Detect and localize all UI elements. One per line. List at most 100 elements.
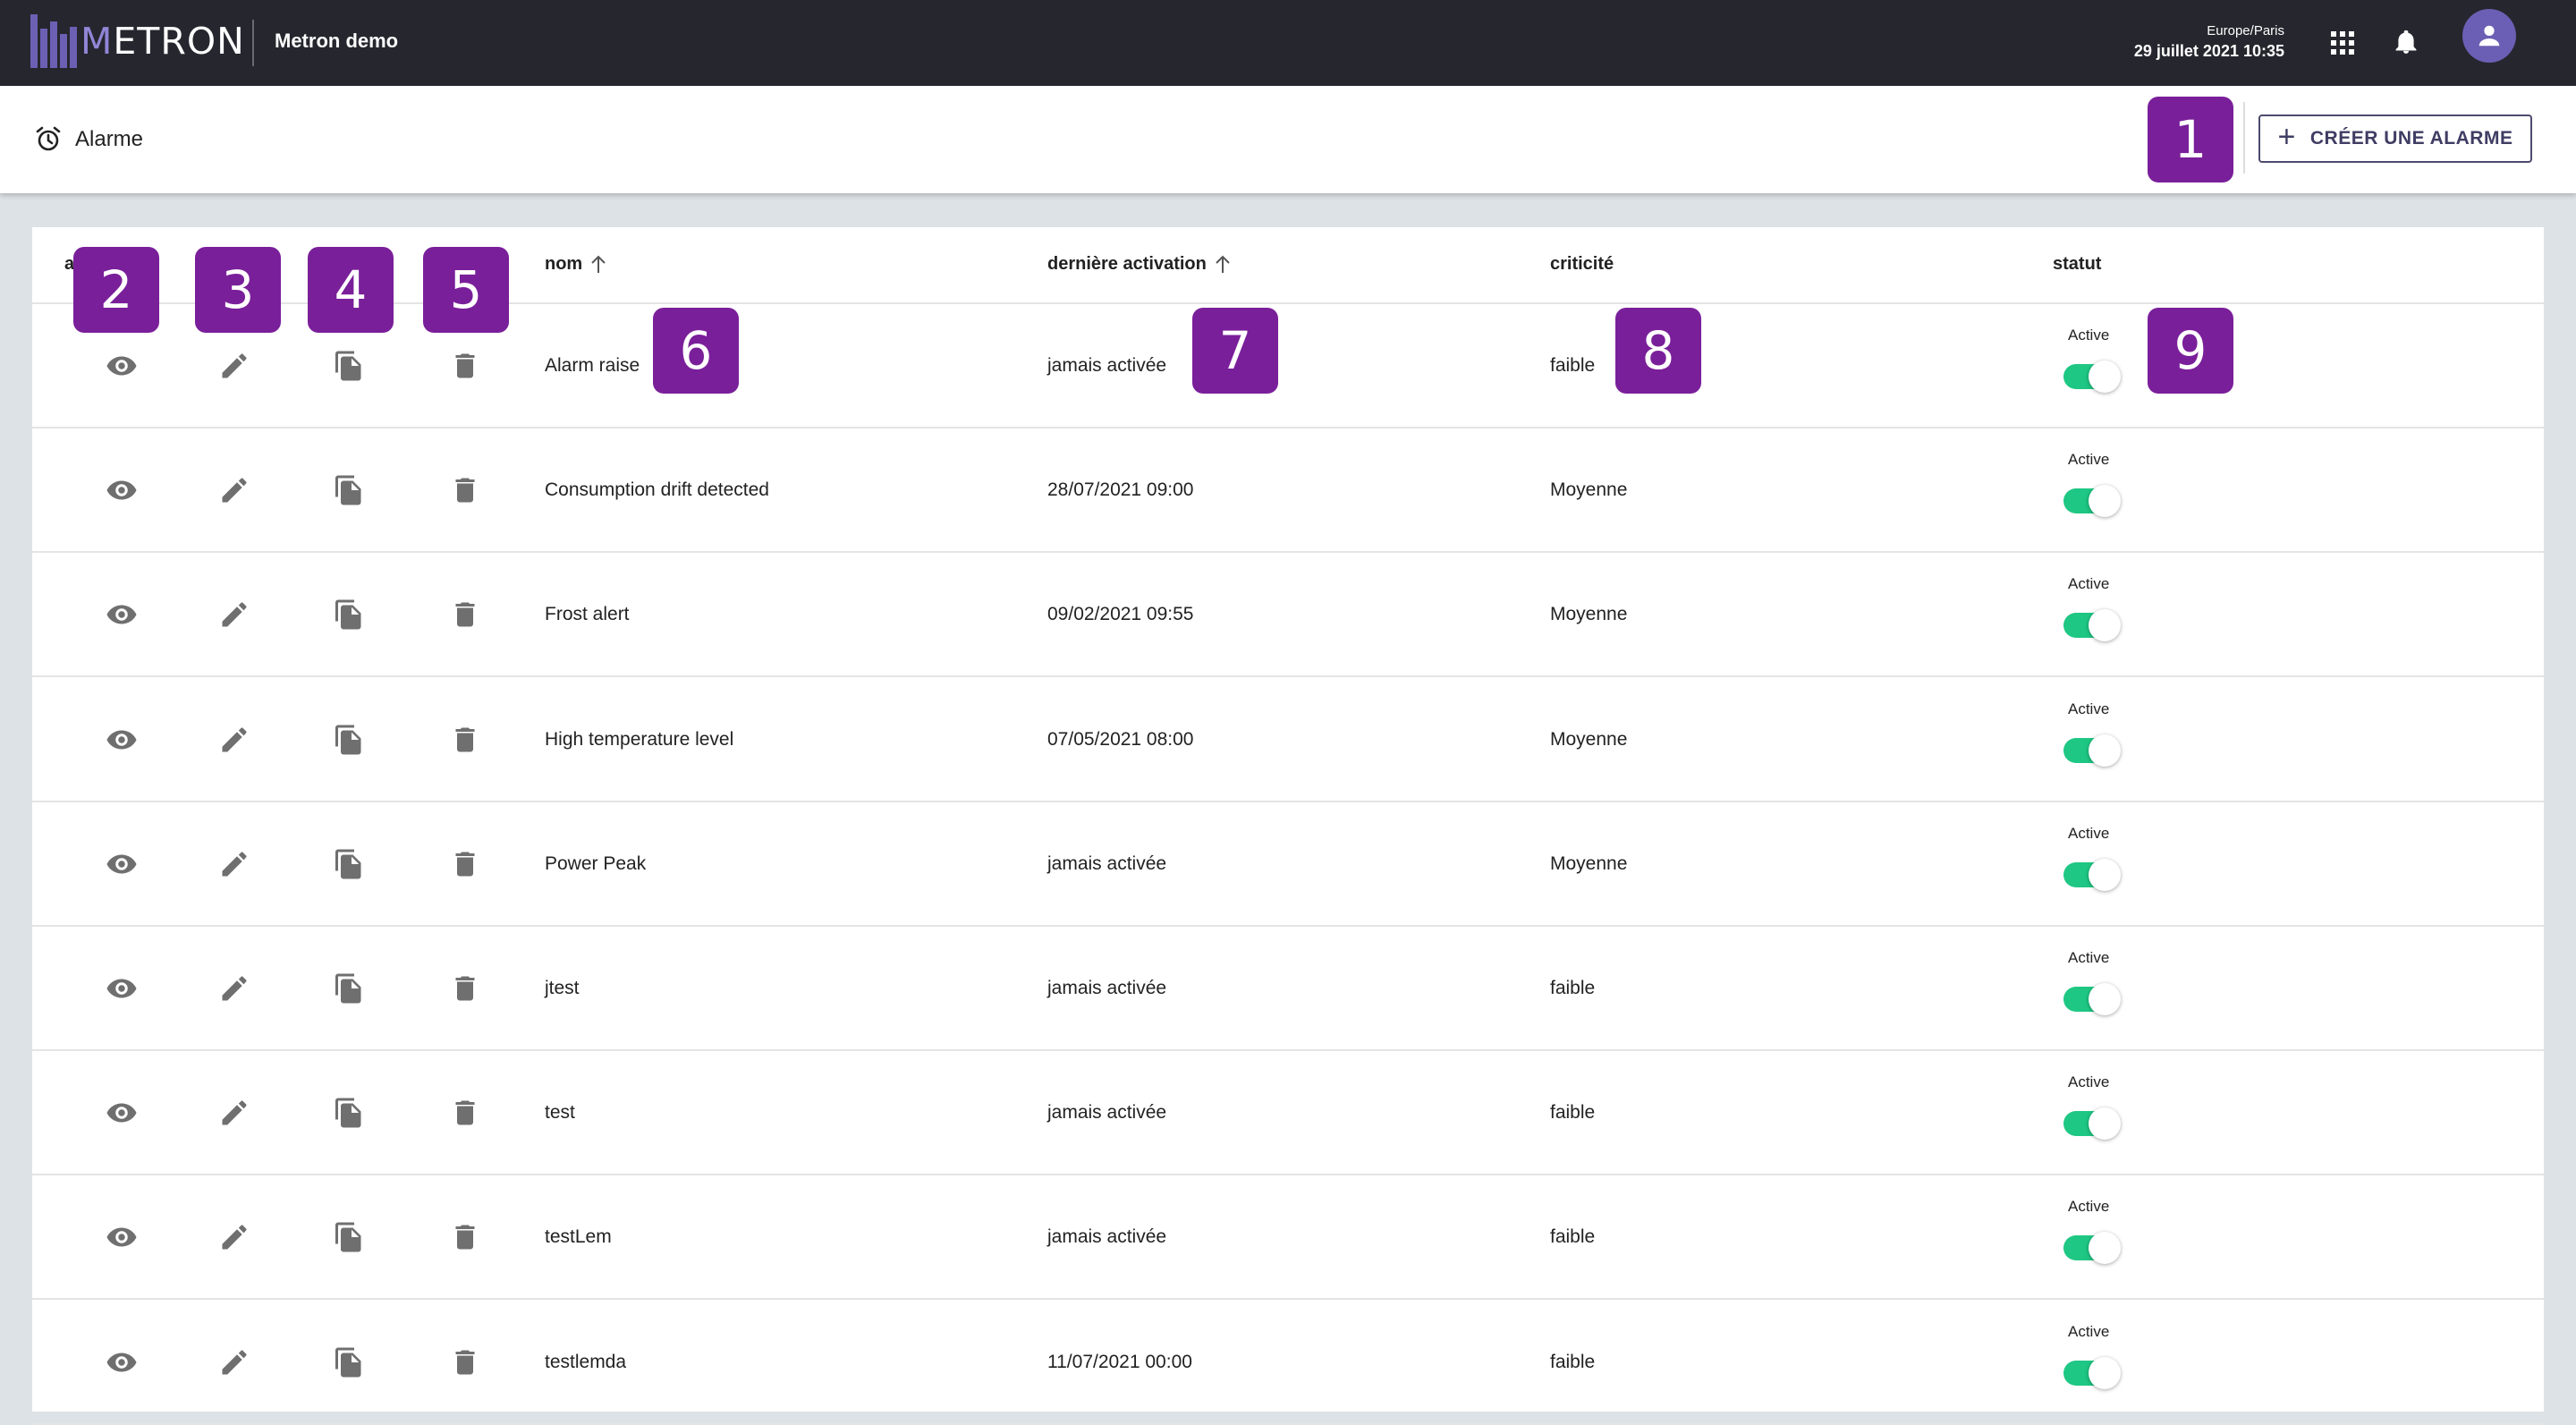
duplicate-icon[interactable] <box>333 1346 365 1378</box>
delete-icon[interactable] <box>449 598 481 631</box>
toggle-knob <box>2089 1232 2121 1265</box>
view-icon[interactable] <box>106 848 138 880</box>
callout-badge-4: 4 <box>308 247 394 333</box>
status-label: Active <box>2068 451 2110 469</box>
status-label: Active <box>2068 1073 2110 1091</box>
alarm-name: High temperature level <box>545 728 734 750</box>
logo-text: METRON <box>80 20 245 63</box>
sort-ascending-icon <box>1216 255 1230 273</box>
create-alarm-button[interactable]: + CRÉER UNE ALARME <box>2258 115 2532 163</box>
alarm-name: Frost alert <box>545 604 630 625</box>
duplicate-icon[interactable] <box>333 724 365 756</box>
view-icon[interactable] <box>106 724 138 756</box>
toggle-knob <box>2089 734 2121 767</box>
edit-icon[interactable] <box>218 724 250 756</box>
delete-icon[interactable] <box>449 350 481 382</box>
callout-badge-7: 7 <box>1192 308 1278 394</box>
toggle-knob <box>2089 1356 2121 1389</box>
edit-icon[interactable] <box>218 350 250 382</box>
topbar-divider <box>252 20 254 66</box>
view-icon[interactable] <box>106 474 138 506</box>
duplicate-icon[interactable] <box>333 972 365 1005</box>
callout-badge-6: 6 <box>653 308 739 394</box>
status-toggle[interactable] <box>2063 483 2121 518</box>
column-header-name[interactable]: nom <box>545 254 607 275</box>
column-header-status[interactable]: statut <box>2053 254 2102 274</box>
duplicate-icon[interactable] <box>333 1221 365 1253</box>
callout-badge-5: 5 <box>423 247 509 333</box>
apps-grid-icon[interactable] <box>2330 30 2355 55</box>
alarm-criticality: Moyenne <box>1550 728 1628 750</box>
status-toggle[interactable] <box>2063 981 2121 1015</box>
alarm-criticality: faible <box>1550 355 1596 376</box>
edit-icon[interactable] <box>218 972 250 1005</box>
alarm-name: jtest <box>545 978 580 998</box>
view-icon[interactable] <box>106 598 138 631</box>
alarm-last-activation: 11/07/2021 00:00 <box>1047 1351 1192 1372</box>
status-label: Active <box>2068 1198 2110 1216</box>
callout-badge-1: 1 <box>2148 97 2233 182</box>
duplicate-icon[interactable] <box>333 848 365 880</box>
table-row: testlemda 11/07/2021 00:00 faible Active <box>32 1301 2544 1425</box>
status-toggle[interactable] <box>2063 733 2121 767</box>
status-toggle[interactable] <box>2063 857 2121 891</box>
status-label: Active <box>2068 824 2110 842</box>
edit-icon[interactable] <box>218 1097 250 1129</box>
alarm-criticality: Moyenne <box>1550 852 1628 874</box>
column-header-criticality[interactable]: criticité <box>1550 254 1614 274</box>
header-divider <box>2243 102 2245 174</box>
toggle-knob <box>2089 609 2121 642</box>
table-row: test jamais activée faible Active <box>32 1051 2544 1176</box>
edit-icon[interactable] <box>218 1346 250 1378</box>
alarm-criticality: faible <box>1550 978 1596 998</box>
status-toggle[interactable] <box>2063 1355 2121 1389</box>
edit-icon[interactable] <box>218 474 250 506</box>
user-avatar[interactable] <box>2462 9 2516 63</box>
metron-logo[interactable]: METRON <box>30 13 245 70</box>
page-header: Alarme + CRÉER UNE ALARME <box>0 86 2576 193</box>
duplicate-icon[interactable] <box>333 598 365 631</box>
edit-icon[interactable] <box>218 1221 250 1253</box>
status-toggle[interactable] <box>2063 1230 2121 1265</box>
edit-icon[interactable] <box>218 848 250 880</box>
view-icon[interactable] <box>106 1346 138 1378</box>
alarm-criticality: faible <box>1550 1226 1596 1248</box>
bell-icon[interactable] <box>2394 30 2418 55</box>
status-toggle[interactable] <box>2063 1106 2121 1141</box>
toggle-knob <box>2089 485 2121 518</box>
delete-icon[interactable] <box>449 1346 481 1378</box>
table-header: a nom dernière activation criticité stat… <box>32 227 2544 304</box>
timezone-label: Europe/Paris <box>2207 23 2284 38</box>
delete-icon[interactable] <box>449 474 481 506</box>
alarm-name: Consumption drift detected <box>545 479 769 501</box>
alarm-name: testlemda <box>545 1351 627 1372</box>
table-row: Frost alert 09/02/2021 09:55 Moyenne Active <box>32 553 2544 678</box>
delete-icon[interactable] <box>449 848 481 880</box>
column-header-last-activation[interactable]: dernière activation <box>1047 254 1232 275</box>
view-icon[interactable] <box>106 350 138 382</box>
view-icon[interactable] <box>106 1221 138 1253</box>
delete-icon[interactable] <box>449 972 481 1005</box>
status-label: Active <box>2068 575 2110 593</box>
duplicate-icon[interactable] <box>333 474 365 506</box>
duplicate-icon[interactable] <box>333 1097 365 1129</box>
edit-icon[interactable] <box>218 598 250 631</box>
view-icon[interactable] <box>106 972 138 1005</box>
duplicate-icon[interactable] <box>333 350 365 382</box>
delete-icon[interactable] <box>449 1097 481 1129</box>
alarm-criticality: Moyenne <box>1550 479 1628 501</box>
app-name: Metron demo <box>275 30 399 52</box>
status-toggle[interactable] <box>2063 359 2121 393</box>
view-icon[interactable] <box>106 1097 138 1129</box>
toggle-knob <box>2089 360 2121 393</box>
alarm-criticality: faible <box>1550 1102 1596 1124</box>
alarm-name: Power Peak <box>545 852 647 874</box>
callout-badge-2: 2 <box>73 247 159 333</box>
alarm-last-activation: jamais activée <box>1047 978 1167 998</box>
delete-icon[interactable] <box>449 724 481 756</box>
status-toggle[interactable] <box>2063 607 2121 642</box>
delete-icon[interactable] <box>449 1221 481 1253</box>
plus-icon: + <box>2277 120 2296 154</box>
create-alarm-label: CRÉER UNE ALARME <box>2309 128 2513 148</box>
alarm-criticality: faible <box>1550 1351 1596 1372</box>
